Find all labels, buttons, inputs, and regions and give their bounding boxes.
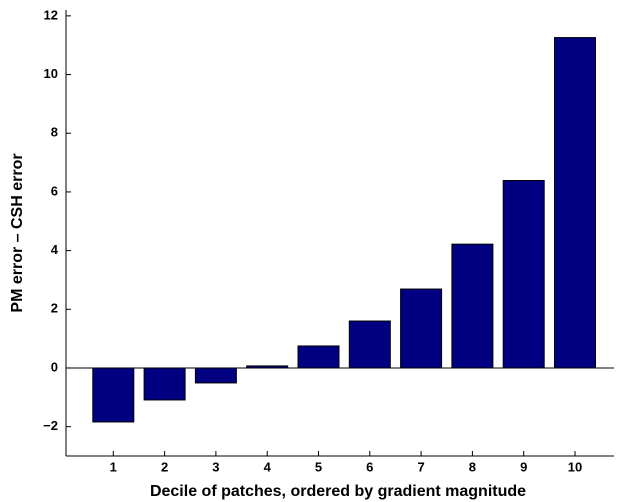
bar xyxy=(451,243,494,369)
x-tick-label: 3 xyxy=(212,459,219,474)
bar xyxy=(348,320,391,369)
bar xyxy=(554,37,596,369)
y-tick-label: 0 xyxy=(51,359,58,374)
y-tick-label: 12 xyxy=(44,7,58,22)
bar xyxy=(297,345,340,369)
x-tick-label: 1 xyxy=(110,459,117,474)
y-tick-label: −2 xyxy=(43,418,58,433)
y-tick-label: 10 xyxy=(44,66,58,81)
x-tick-label: 2 xyxy=(161,459,168,474)
x-tick-label: 9 xyxy=(520,459,527,474)
x-tick-label: 4 xyxy=(264,459,272,474)
y-axis-title: PM error – CSH error xyxy=(9,153,26,312)
x-axis-title: Decile of patches, ordered by gradient m… xyxy=(150,483,526,500)
bar xyxy=(502,179,545,369)
bar xyxy=(92,367,135,423)
x-tick-label: 5 xyxy=(315,459,322,474)
x-tick-label: 10 xyxy=(568,459,582,474)
x-tick-label: 6 xyxy=(366,459,373,474)
bar xyxy=(143,367,186,401)
bar xyxy=(194,367,237,384)
y-tick-label: 4 xyxy=(51,242,59,257)
x-tick-label: 8 xyxy=(469,459,476,474)
x-tick-label: 7 xyxy=(417,459,424,474)
y-tick-label: 6 xyxy=(51,183,58,198)
bar xyxy=(400,288,443,369)
y-tick-label: 2 xyxy=(51,301,58,316)
y-tick-label: 8 xyxy=(51,125,58,140)
